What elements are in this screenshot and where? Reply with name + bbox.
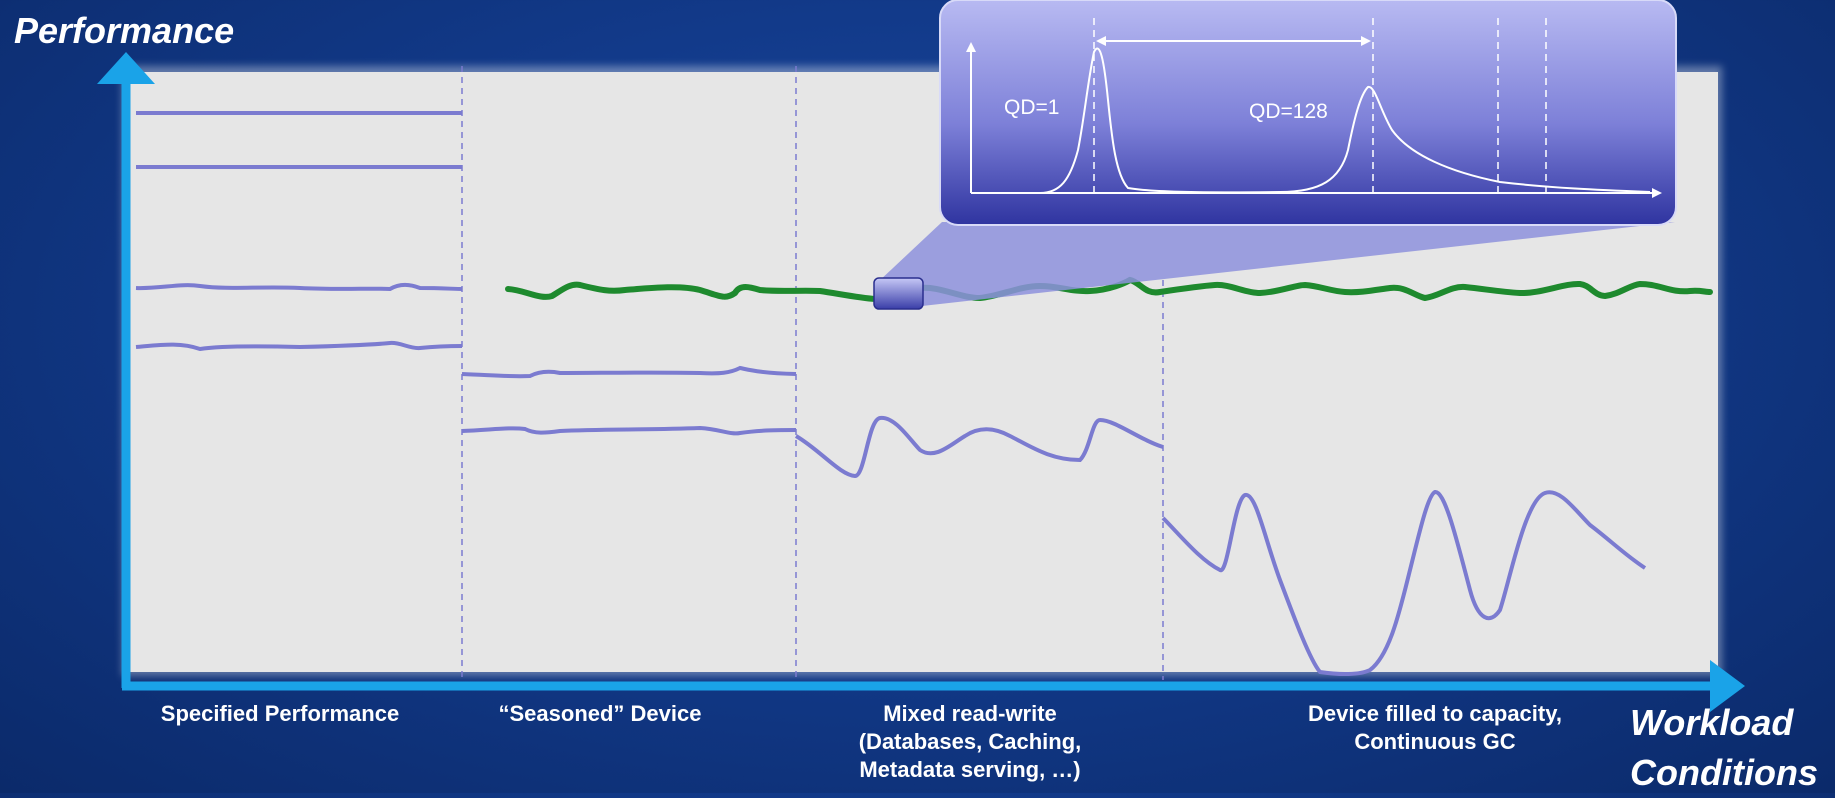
inset-panel xyxy=(939,0,1677,226)
trace-consistent xyxy=(505,276,1713,303)
x-axis-title: Workload Conditions xyxy=(1630,702,1818,793)
trace-full xyxy=(1161,490,1647,677)
section-label-full: Device filled to capacity, Continuous GC xyxy=(1308,701,1562,754)
section-label-mixed: Mixed read-write (Databases, Caching, Me… xyxy=(858,701,1082,782)
zoom-beam xyxy=(877,222,1675,306)
section-label-specified: Specified Performance xyxy=(160,701,400,726)
trace-mixed xyxy=(794,415,1164,479)
trace-seasoned-2 xyxy=(461,425,797,436)
inset-peak-left-label: QD=1 xyxy=(1004,96,1059,119)
section-label-seasoned: “Seasoned” Device xyxy=(498,701,702,726)
inset-peak-right-label: QD=128 xyxy=(1249,100,1328,123)
x-axis-arrowhead xyxy=(1710,660,1745,712)
trace-seasoned-1 xyxy=(461,365,797,379)
trace-spec-3 xyxy=(135,282,463,292)
inset-latency-curve xyxy=(1039,47,1651,194)
y-axis-arrowhead xyxy=(97,52,155,84)
y-axis-title: Performance xyxy=(14,10,235,51)
trace-spec-4 xyxy=(135,340,463,352)
zoom-marker-box xyxy=(873,277,924,310)
